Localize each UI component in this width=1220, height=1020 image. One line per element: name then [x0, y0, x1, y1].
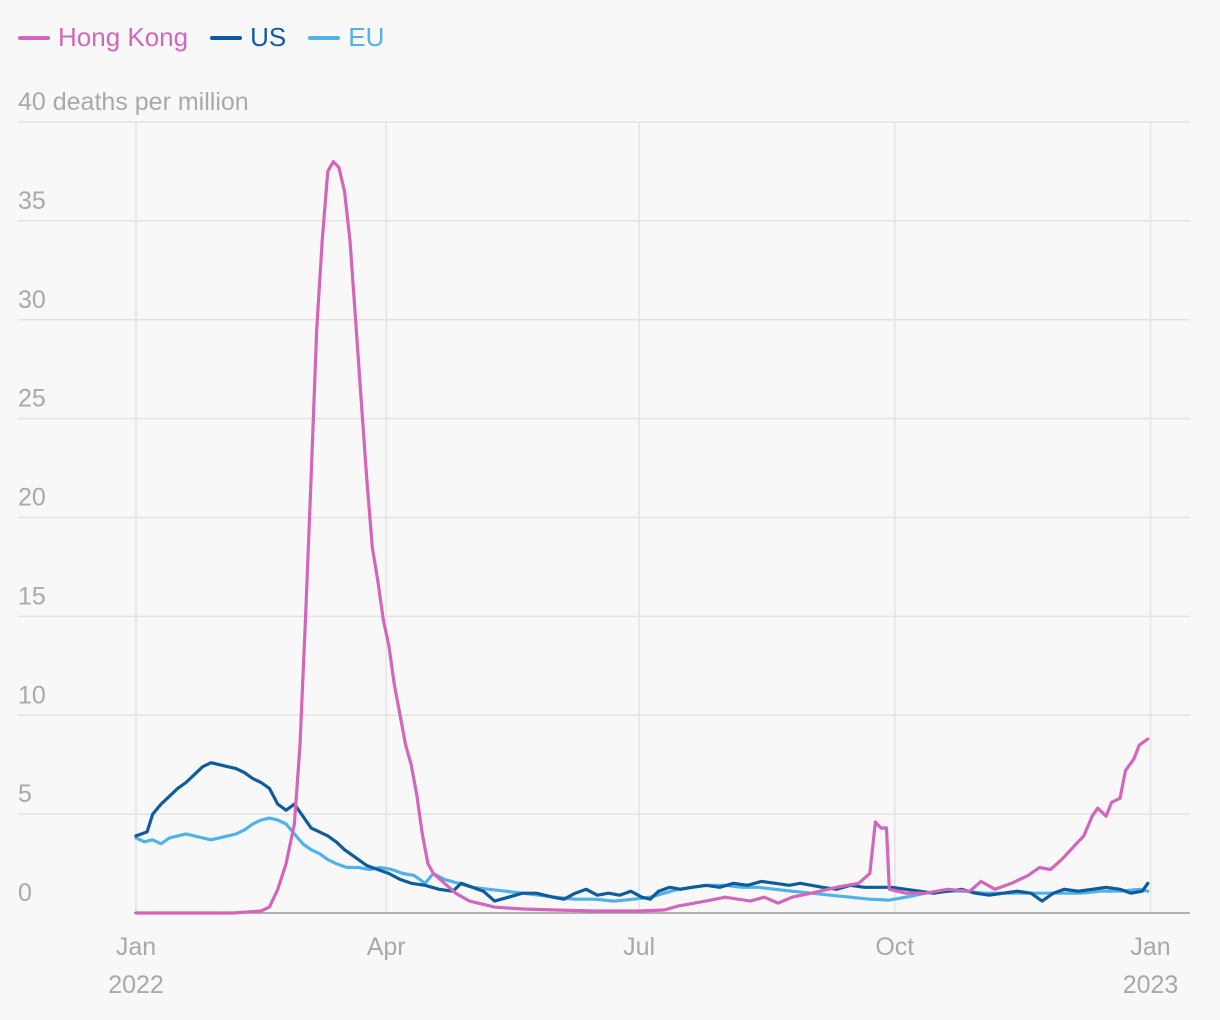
- x-tick-label: Oct: [875, 933, 914, 961]
- legend-swatch-hong-kong: [18, 35, 50, 40]
- x-tick-sublabel: 2023: [1123, 971, 1179, 999]
- legend-item-eu[interactable]: EU: [308, 22, 384, 53]
- y-tick-label: 5: [18, 780, 32, 808]
- legend-label-hong-kong: Hong Kong: [58, 22, 189, 52]
- y-tick-label: 35: [18, 187, 46, 215]
- legend-swatch-us: [210, 35, 243, 40]
- y-tick-label: 0: [18, 879, 32, 907]
- x-tick-label: Jan: [116, 933, 156, 961]
- y-tick-label: 40 deaths per million: [18, 88, 249, 116]
- x-tick-label: Apr: [367, 933, 406, 961]
- x-tick-label: Jan: [1130, 933, 1170, 961]
- y-tick-label: 15: [18, 582, 46, 610]
- legend-item-us[interactable]: US: [210, 22, 286, 53]
- x-tick-sublabel: 2022: [108, 971, 164, 999]
- legend: Hong Kong US EU: [18, 22, 384, 53]
- legend-label-eu: EU: [348, 22, 385, 52]
- y-tick-label: 30: [18, 286, 46, 314]
- y-tick-label: 20: [18, 484, 46, 512]
- legend-label-us: US: [250, 22, 287, 52]
- x-tick-label: Jul: [623, 933, 655, 961]
- series-line-hong-kong: [134, 160, 1150, 915]
- legend-item-hong-kong[interactable]: Hong Kong: [18, 22, 188, 53]
- series-line-us: [134, 761, 1150, 903]
- y-tick-label: 25: [18, 385, 46, 413]
- y-tick-label: 10: [18, 681, 46, 709]
- legend-swatch-eu: [308, 35, 341, 40]
